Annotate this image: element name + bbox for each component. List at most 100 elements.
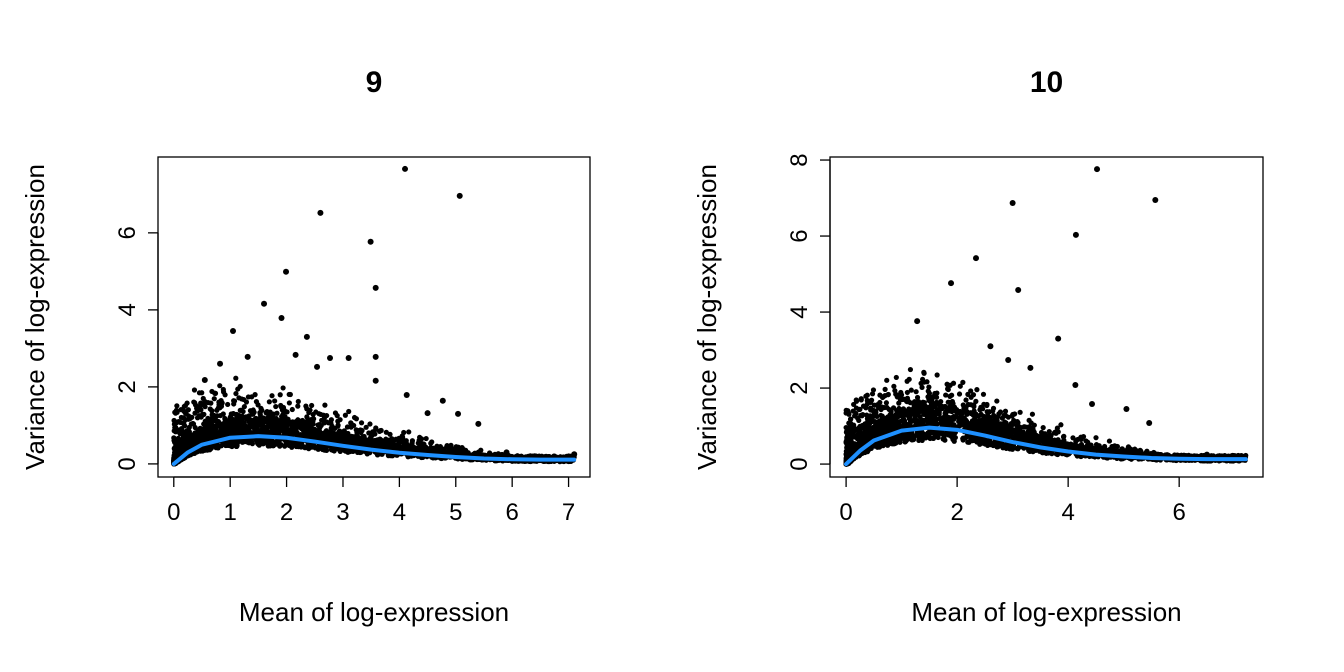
data-point [402,165,409,172]
data-point [931,431,937,437]
data-point [873,409,879,415]
data-point [843,407,849,413]
data-point [402,444,408,450]
y-axis-label: Variance of log-expression [20,164,50,470]
data-point [202,404,208,410]
data-point [398,438,404,445]
data-point [901,424,907,430]
y-tick-label: 2 [786,381,813,394]
data-point [942,414,948,420]
data-point [286,400,292,406]
data-point [1101,448,1107,455]
data-point [428,440,434,446]
data-point [250,411,256,417]
data-point [186,424,192,430]
data-point [231,401,237,407]
data-point [277,443,283,449]
data-point [190,442,196,448]
data-point [286,421,292,427]
data-point [950,380,957,386]
data-point [337,448,343,455]
data-point [403,391,410,398]
data-point [321,447,328,453]
data-point [1046,428,1052,435]
data-point [227,414,233,420]
data-point [945,383,952,389]
data-point [253,399,260,405]
data-point [264,426,270,433]
data-point [947,415,953,422]
data-point [276,418,283,424]
y-tick-label: 0 [786,457,813,470]
data-point [968,437,974,443]
data-point [307,407,313,413]
data-point [272,430,279,436]
data-point [980,391,987,397]
x-tick-label: 4 [1061,499,1074,526]
data-point [364,451,370,457]
data-point [856,427,862,434]
data-point [309,402,315,409]
data-point [921,369,927,375]
data-point [409,438,416,444]
data-point [328,447,335,453]
data-point [345,355,352,362]
data-point [1009,446,1015,452]
x-tick-label: 2 [280,499,293,526]
data-point [968,394,974,400]
data-point [241,404,247,410]
data-point [861,430,867,437]
data-point [197,425,203,431]
data-point [1094,448,1100,454]
y-axis-label: Variance of log-expression [692,164,722,470]
data-point [335,423,341,429]
data-point [455,410,462,417]
data-point [220,386,226,393]
data-point [456,192,463,199]
data-point [286,391,292,398]
data-point [935,434,941,441]
data-point [266,399,272,405]
y-tick-label: 0 [114,457,141,470]
x-tick-label: 7 [562,499,575,526]
data-point [290,429,296,435]
data-point [1012,411,1018,417]
data-point [315,444,321,450]
data-point [448,442,454,448]
data-point [990,442,996,449]
data-point [894,394,900,400]
data-point [378,427,384,434]
data-point [428,445,434,451]
data-point [197,403,203,409]
data-point [255,419,261,425]
x-tick-label: 1 [224,499,237,526]
data-point [387,431,393,437]
data-point [891,414,897,421]
data-point [229,427,235,433]
data-point [366,430,372,436]
data-point [172,440,179,446]
data-point [1106,438,1113,444]
data-point [328,417,334,423]
data-point [857,406,863,412]
data-point [403,438,409,444]
data-point [359,434,366,441]
data-point [233,443,239,449]
data-point [282,425,288,431]
data-point [260,441,266,447]
data-point [178,407,184,413]
chart-title: 10 [1030,66,1063,99]
data-point [348,433,355,439]
data-point [904,389,910,396]
data-point [375,440,381,447]
data-point [245,417,252,423]
data-point [212,424,218,430]
data-point [1093,442,1100,448]
data-point [871,402,877,408]
data-point [332,435,339,441]
data-point [209,433,215,439]
data-point [246,413,252,419]
x-tick-label: 4 [393,499,406,526]
data-point [358,420,365,426]
data-point [373,425,379,431]
